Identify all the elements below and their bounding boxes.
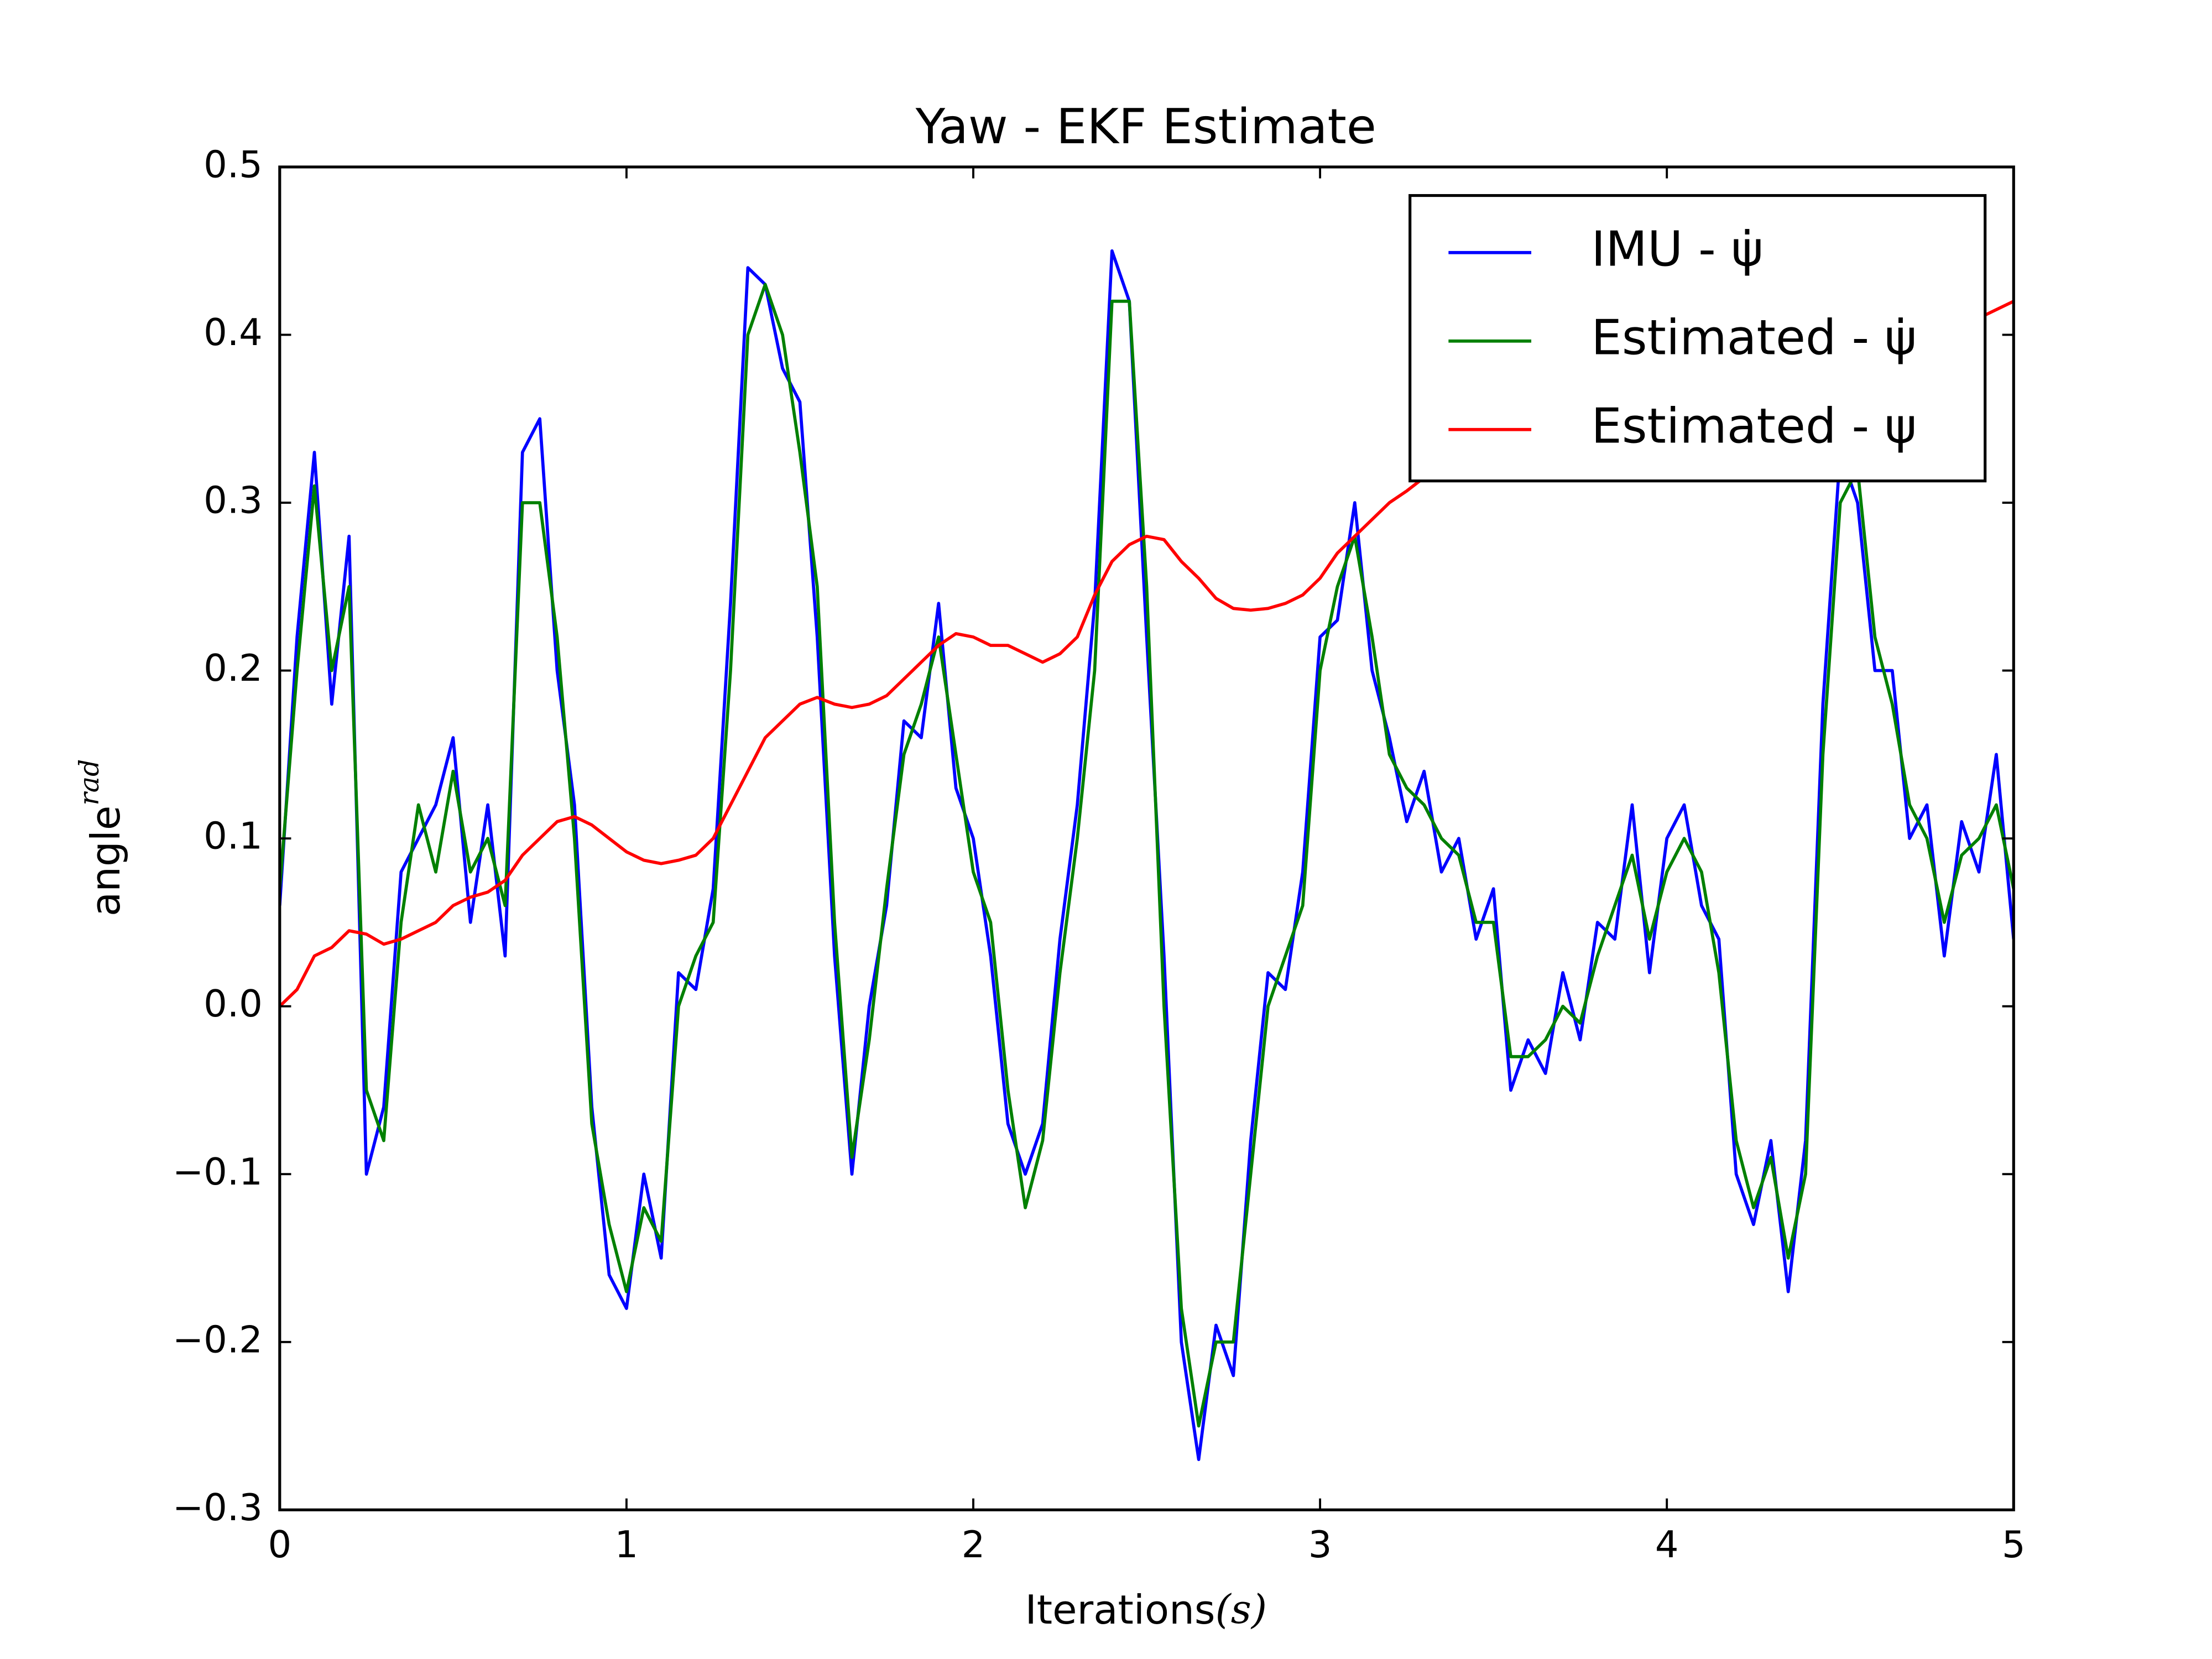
series-line: [279, 283, 2014, 1428]
x-tick-label: 2: [962, 1523, 985, 1566]
y-axis-label-text: angle: [83, 806, 129, 916]
y-axis-label: anglerad: [73, 759, 129, 916]
y-tick-label: 0.3: [204, 479, 263, 522]
x-tick-label: 4: [1655, 1523, 1679, 1566]
y-tick-label: 0.4: [204, 311, 263, 354]
legend-label: IMU - ψ̇: [1591, 221, 1763, 278]
legend-label: Estimated - ψ̇: [1591, 310, 1917, 366]
legend-label: Estimated - ψ: [1591, 398, 1917, 455]
chart-title: Yaw - EKF Estimate: [915, 98, 1376, 155]
y-tick-label: −0.3: [173, 1486, 263, 1529]
legend-box: [1408, 194, 1987, 483]
x-tick-label: 5: [2002, 1523, 2026, 1566]
y-tick-label: 0.2: [204, 646, 263, 690]
y-tick-label: −0.1: [173, 1150, 263, 1193]
y-tick-label: 0.5: [204, 143, 263, 186]
x-axis-label-unit: (s): [1215, 1587, 1267, 1633]
x-axis-label-text: Iterations: [1025, 1587, 1215, 1634]
y-axis-label-superscript: rad: [73, 759, 105, 806]
x-tick-label: 1: [615, 1523, 639, 1566]
x-axis-label: Iterations(s): [1025, 1587, 1267, 1634]
y-tick-label: 0.0: [204, 982, 263, 1025]
y-tick-label: −0.2: [173, 1318, 263, 1361]
y-tick-label: 0.1: [204, 815, 263, 858]
x-tick-label: 0: [268, 1523, 291, 1566]
x-tick-label: 3: [1308, 1523, 1332, 1566]
